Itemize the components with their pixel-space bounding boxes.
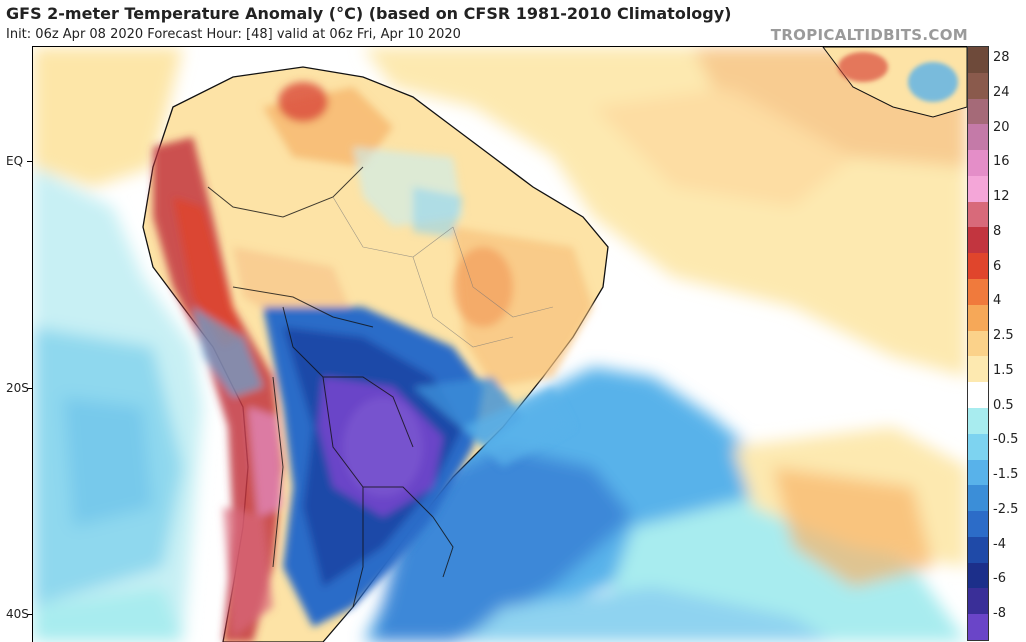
colorbar-segment: [968, 124, 988, 151]
colorbar-tick-label: 12: [993, 189, 1010, 204]
colorbar-segment: [968, 459, 988, 486]
colorbar-segment: [968, 382, 988, 409]
colorbar-segment: [968, 227, 988, 254]
colorbar-segment: [968, 98, 988, 125]
colorbar-segment: [968, 279, 988, 306]
colorbar-tick-label: 6: [993, 258, 1002, 274]
colorbar-tick-label: -4: [993, 536, 1006, 552]
colorbar-segment: [968, 614, 988, 641]
colorbar-tick-label: 16: [993, 154, 1010, 170]
lat-label-20s: 20S: [6, 381, 29, 395]
colorbar-segment: [968, 356, 988, 383]
brand-link[interactable]: TROPICALTIDBITS.COM: [770, 26, 968, 44]
colorbar-segment: [968, 485, 988, 512]
colorbar-tick-label: -8: [993, 606, 1006, 621]
colorbar-tick-label: 2.5: [993, 328, 1014, 343]
colorbar-segment: [968, 72, 988, 100]
ocean-anomaly-field: [33, 47, 967, 642]
colorbar-segment: [968, 407, 988, 435]
colorbar-tick-label: 8: [993, 223, 1002, 239]
colorbar-tick-label: 20: [993, 119, 1010, 135]
lat-tick-40s: [27, 614, 32, 615]
south-america-landmass: [142, 66, 609, 642]
colorbar-tick-label: -0.5: [993, 432, 1019, 448]
colorbar-segment: [968, 588, 988, 615]
colorbar-segment: [968, 150, 988, 177]
lat-label-eq: EQ: [6, 154, 24, 168]
colorbar-segment: [968, 201, 988, 228]
colorbar-segment: [968, 47, 988, 74]
colorbar-tick-label: 4: [993, 293, 1002, 309]
map-subtitle: Init: 06z Apr 08 2020 Forecast Hour: [48…: [6, 27, 461, 42]
anomaly-map[interactable]: [32, 46, 967, 642]
lat-tick-20s: [27, 388, 32, 389]
lat-tick-eq: [27, 161, 32, 162]
colorbar-tick-label: 28: [993, 50, 1010, 65]
colorbar-tick-label: -1.5: [993, 467, 1019, 482]
colorbar-segment: [968, 304, 988, 332]
lat-label-40s: 40S: [6, 607, 29, 621]
colorbar-tick-label: -6: [993, 571, 1006, 587]
colorbar-segment: [968, 330, 988, 357]
africa-landmass: [822, 47, 967, 118]
colorbar-segment: [968, 175, 988, 203]
colorbar-segment: [968, 562, 988, 589]
colorbar: [967, 46, 989, 641]
colorbar-segment: [968, 253, 988, 280]
map-title: GFS 2-meter Temperature Anomaly (°C) (ba…: [6, 4, 732, 23]
anomaly-map-svg: [33, 47, 967, 642]
colorbar-segment: [968, 536, 988, 564]
colorbar-tick-label: -2.5: [993, 501, 1019, 517]
colorbar-tick-label: 1.5: [993, 362, 1014, 378]
colorbar-tick-label: 24: [993, 84, 1010, 100]
colorbar-tick-label: 0.5: [993, 397, 1014, 413]
colorbar-segment: [968, 511, 988, 538]
colorbar-segment: [968, 433, 988, 461]
